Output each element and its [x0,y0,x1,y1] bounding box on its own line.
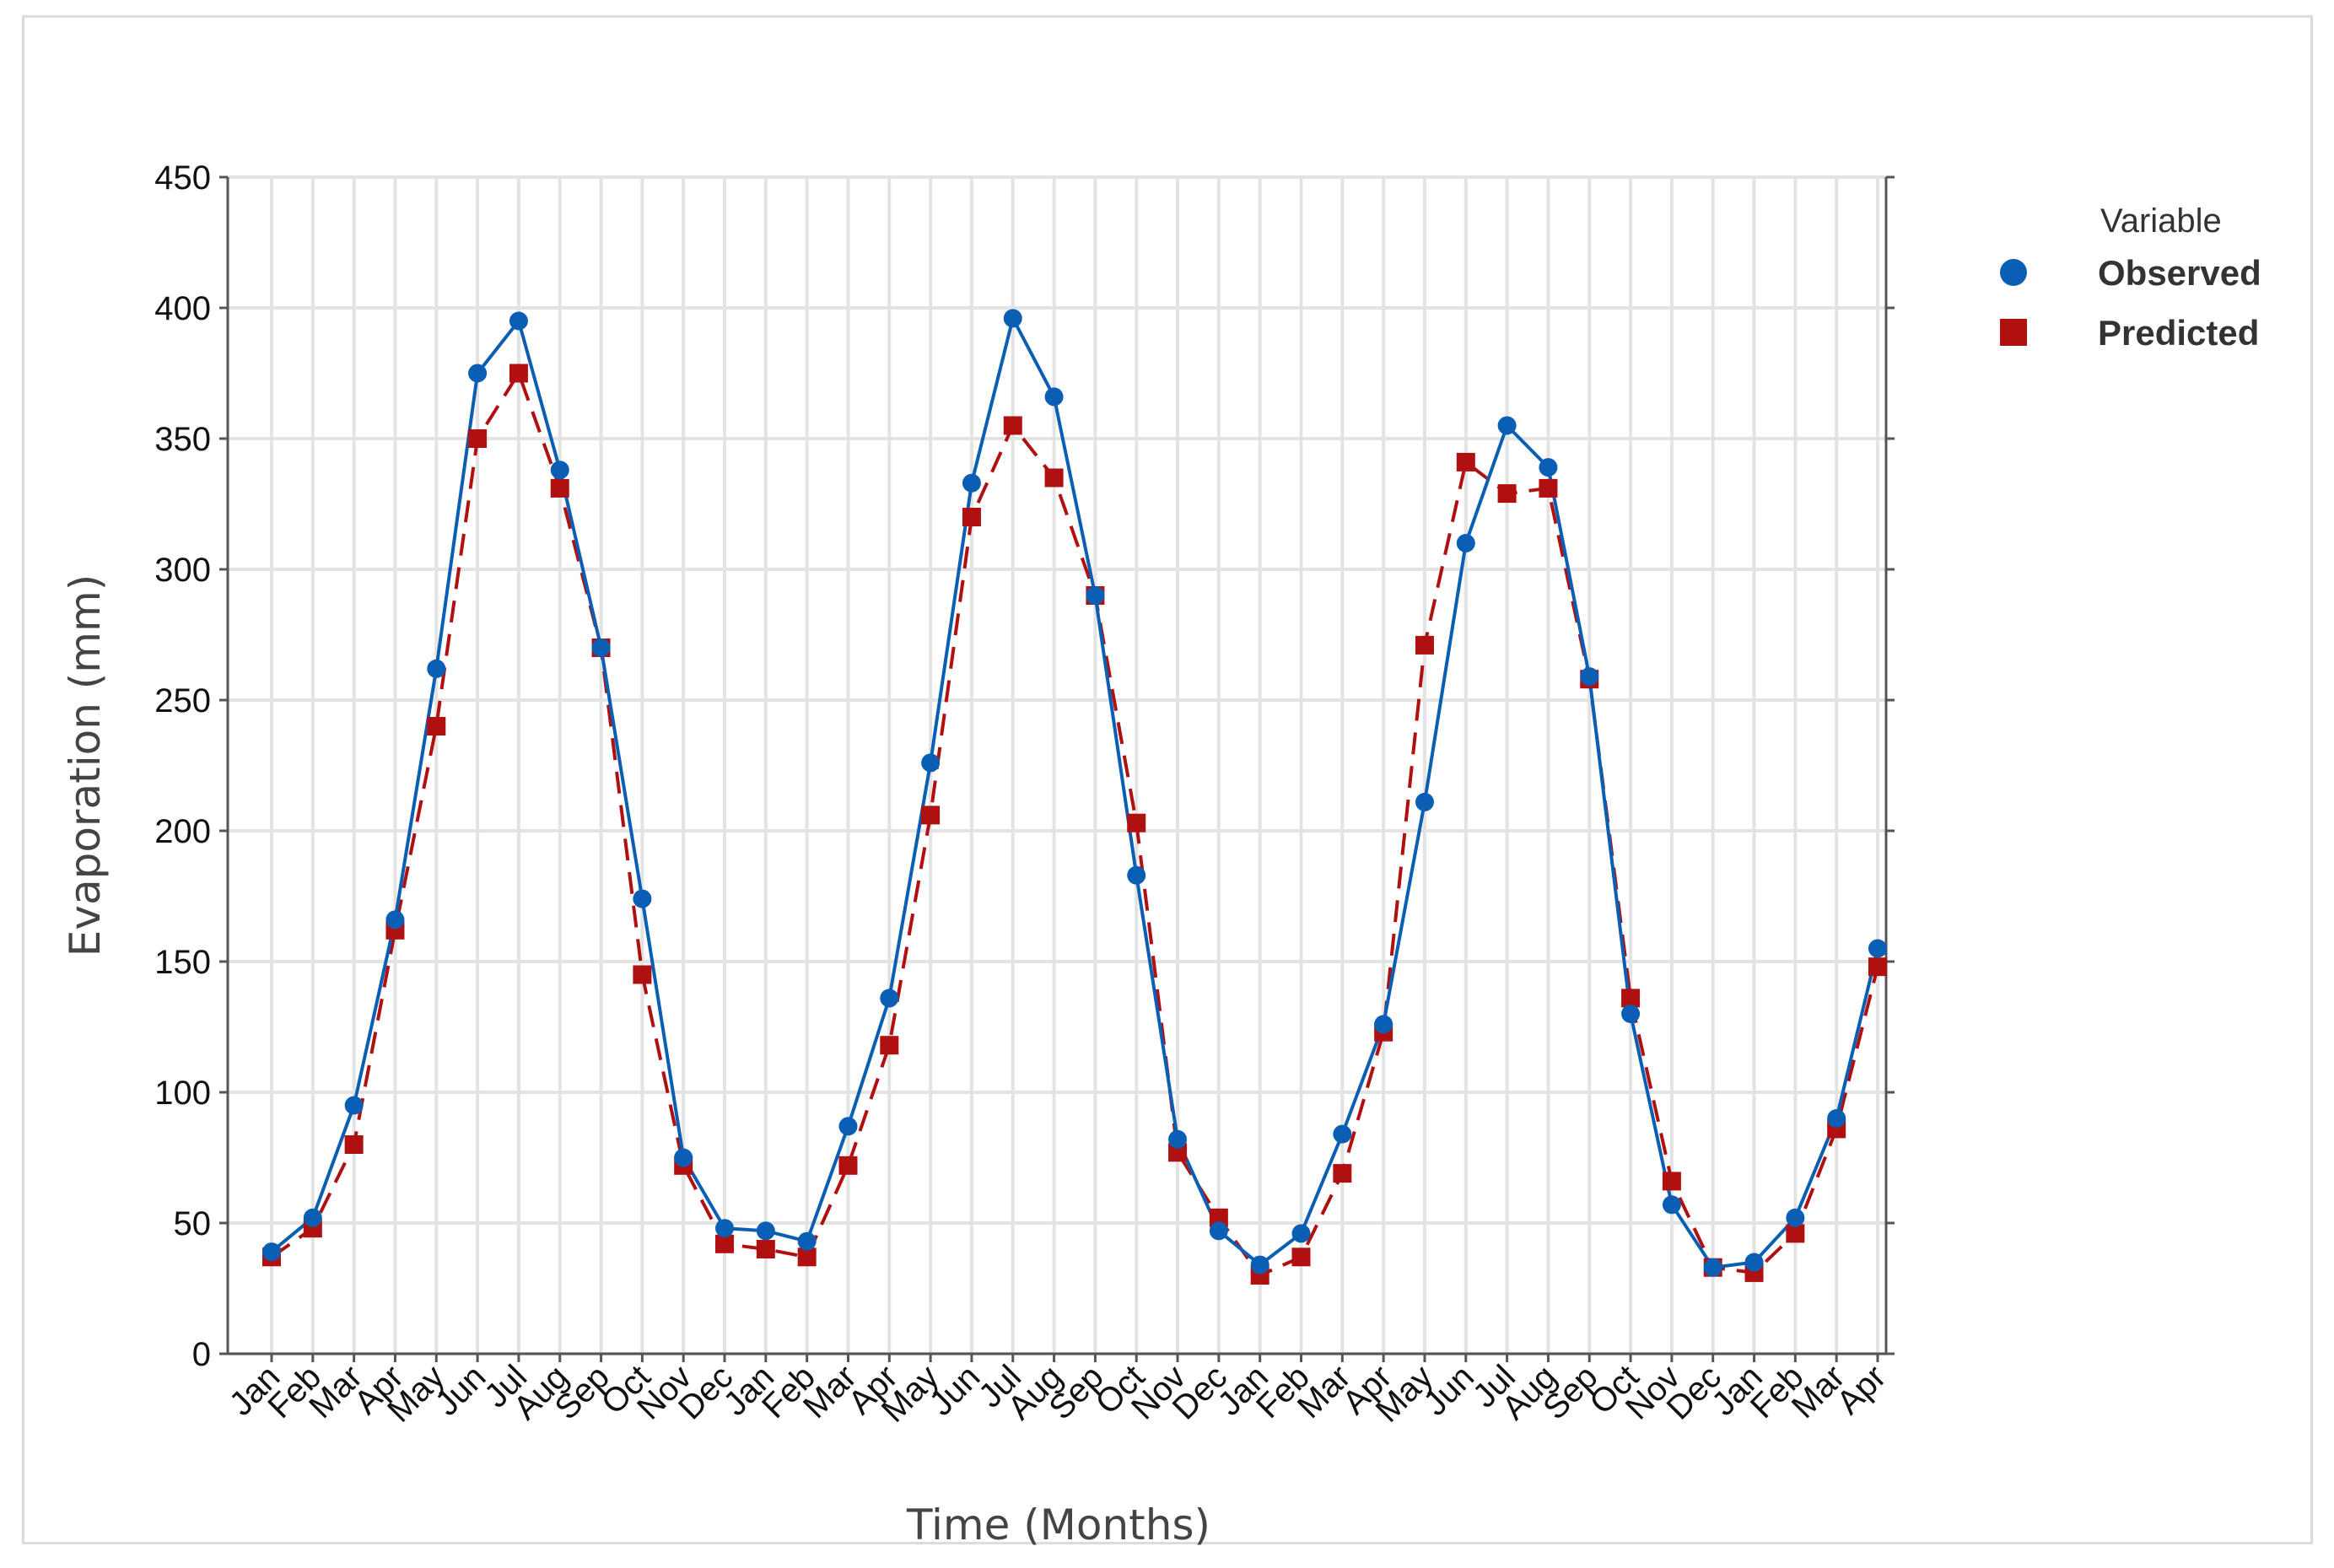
series-line-predicted [270,371,1879,1277]
y-tick-label: 0 [192,1336,211,1373]
x-axis-ticks: JanFebMarAprMayJunJulAugSepOctNovDecJanF… [223,1358,1894,1430]
point-observed [1374,1015,1393,1034]
point-observed [1580,667,1599,687]
point-predicted [1621,989,1641,1008]
point-predicted [1003,416,1022,435]
point-predicted [1291,1247,1311,1267]
y-tick-label: 400 [154,290,211,327]
series-lines [270,316,1879,1277]
point-observed [1827,1109,1846,1128]
grid [228,175,1886,1355]
y-tick-label: 100 [154,1075,211,1112]
x-tick-label: Apr [1830,1358,1893,1421]
point-observed [1703,1258,1722,1277]
point-predicted [1209,1208,1228,1227]
point-observed [303,1208,322,1227]
point-predicted [1868,957,1887,977]
point-observed [344,1096,364,1115]
point-predicted [509,364,528,383]
point-predicted [1497,484,1517,504]
point-observed [1497,416,1517,435]
point-observed [880,989,899,1008]
point-predicted [715,1234,735,1253]
legend-marker-predicted [2000,319,2027,346]
y-tick-label: 350 [154,421,211,458]
point-observed [385,910,405,929]
point-predicted [756,1240,775,1258]
point-predicted [1168,1143,1188,1162]
point-observed [1456,534,1475,552]
y-tick-label: 50 [174,1205,212,1242]
point-observed [1786,1208,1805,1227]
point-observed [1086,586,1105,605]
point-observed [1250,1255,1269,1274]
point-predicted [838,1156,858,1175]
point-observed [591,639,611,657]
point-predicted [880,1036,899,1055]
legend-label-predicted: Predicted [2098,313,2259,353]
point-observed [1003,309,1022,328]
point-observed [1868,939,1887,958]
point-observed [1744,1253,1764,1272]
point-observed [1291,1224,1311,1243]
point-predicted [550,478,569,498]
point-observed [1415,792,1434,811]
y-tick-label: 150 [154,944,211,981]
point-observed [715,1219,735,1238]
point-predicted [1456,452,1475,471]
point-observed [1662,1195,1681,1215]
legend: Variable Observed Predicted [2000,202,2261,353]
point-predicted [797,1247,817,1267]
point-predicted [1662,1172,1681,1191]
legend-label-observed: Observed [2098,253,2261,293]
y-tick-label: 200 [154,813,211,850]
point-predicted [1539,478,1558,498]
point-predicted [1127,813,1146,832]
point-observed [756,1221,775,1241]
point-predicted [1044,468,1064,488]
point-observed [1127,865,1146,885]
y-tick-label: 450 [154,159,211,197]
point-observed [427,659,446,678]
series-markers [262,309,1887,1285]
point-predicted [344,1135,364,1154]
chart-frame [22,15,2313,1544]
point-observed [1209,1221,1228,1241]
point-observed [962,473,981,493]
axes [219,175,1895,1362]
point-observed [797,1231,817,1251]
point-observed [1621,1005,1641,1023]
legend-title: Variable [2100,202,2222,240]
y-tick-label: 300 [154,552,211,589]
point-observed [838,1117,858,1136]
point-observed [1044,387,1064,407]
point-predicted [1333,1164,1352,1183]
point-observed [921,753,941,773]
point-observed [468,364,488,383]
point-predicted [1786,1224,1805,1243]
point-observed [509,311,528,331]
x-axis-title: Time (Months) [906,1501,1210,1549]
point-observed [633,889,652,908]
point-predicted [633,965,652,984]
point-predicted [962,508,981,526]
point-observed [262,1242,281,1262]
point-observed [1168,1129,1188,1149]
legend-marker-observed [2000,259,2027,286]
y-tick-label: 250 [154,682,211,719]
point-observed [674,1148,693,1167]
point-observed [550,461,569,480]
y-axis-title: Evaporation (mm) [61,574,110,956]
series-line-observed [270,316,1879,1269]
point-observed [1539,458,1558,477]
y-axis-ticks: 0 50 100 150 200 250 300 350 400 450 [154,159,211,1373]
point-observed [1333,1124,1352,1144]
point-predicted [921,806,941,825]
point-predicted [468,429,488,448]
point-predicted [1415,635,1434,655]
point-predicted [427,717,446,736]
